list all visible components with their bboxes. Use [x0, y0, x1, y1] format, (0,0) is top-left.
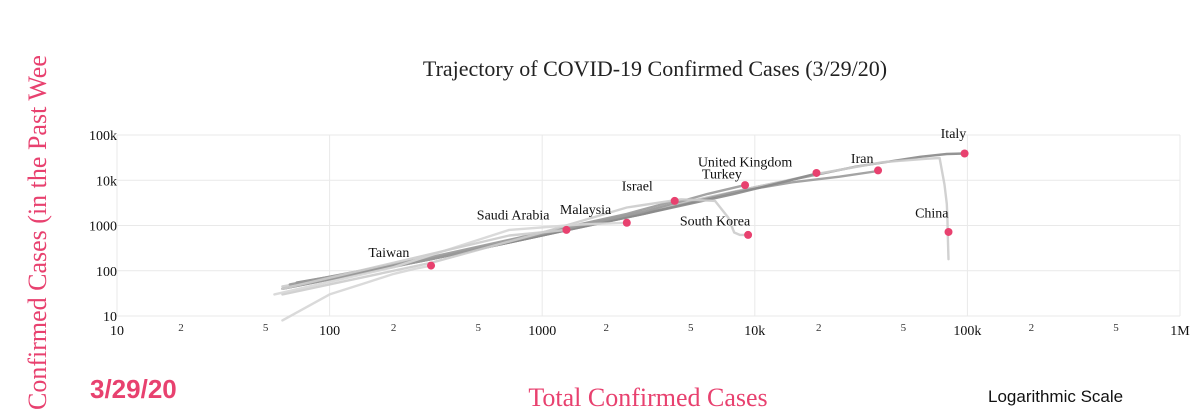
x-minor-tick-label: 2 — [391, 322, 397, 334]
x-tick-label: 10k — [744, 324, 765, 339]
x-tick-label: 100 — [319, 324, 340, 339]
current-point-taiwan[interactable] — [427, 261, 436, 270]
x-tick-label: 1M — [1170, 324, 1190, 339]
y-tick-label: 10k — [96, 174, 117, 189]
current-point-israel[interactable] — [670, 196, 679, 205]
x-minor-tick-label: 2 — [816, 322, 822, 334]
y-tick-label: 100k — [89, 129, 117, 144]
current-point-united-kingdom[interactable] — [812, 168, 821, 177]
x-minor-tick-label: 2 — [178, 322, 184, 334]
current-point-turkey[interactable] — [741, 181, 750, 190]
current-point-malaysia[interactable] — [622, 218, 631, 227]
country-label-taiwan: Taiwan — [368, 246, 409, 261]
current-point-italy[interactable] — [960, 149, 969, 158]
current-points — [427, 149, 969, 270]
x-axis-ticks: 10 100 1000 10k 100k 1M 2 5 2 5 2 5 2 5 2 5 — [110, 322, 1190, 339]
series-line-malaysia — [273, 221, 628, 296]
current-point-iran[interactable] — [874, 166, 883, 175]
x-minor-tick-label: 5 — [1113, 322, 1119, 334]
y-axis-ticks: 10 100 1000 10k 100k — [89, 129, 117, 325]
x-axis-label: Total Confirmed Cases — [528, 383, 767, 412]
x-tick-label: 100k — [953, 324, 981, 339]
series-line-taiwan — [281, 264, 433, 322]
x-minor-tick-label: 5 — [901, 322, 907, 334]
y-tick-label: 1000 — [89, 220, 117, 235]
country-label-turkey: Turkey — [702, 167, 742, 182]
country-label-italy: Italy — [941, 127, 967, 142]
current-point-saudi-arabia[interactable] — [562, 225, 571, 234]
country-label-malaysia: Malaysia — [560, 203, 612, 218]
x-minor-tick-label: 5 — [263, 322, 269, 334]
country-label-saudi-arabia: Saudi Arabia — [477, 209, 550, 224]
country-label-south-korea: South Korea — [680, 215, 751, 230]
x-minor-tick-label: 2 — [603, 322, 609, 334]
country-label-iran: Iran — [851, 152, 874, 167]
series-line-saudi-arabia — [281, 228, 568, 290]
series-line-south-korea — [281, 198, 750, 296]
country-label-israel: Israel — [622, 179, 653, 194]
x-minor-tick-label: 5 — [475, 322, 481, 334]
date-label: 3/29/20 — [90, 374, 177, 404]
y-tick-label: 100 — [96, 265, 117, 280]
country-label-united-kingdom: United Kingdom — [698, 156, 793, 171]
current-point-china[interactable] — [944, 227, 953, 236]
current-point-south-korea[interactable] — [744, 230, 753, 239]
country-label-china: China — [915, 207, 949, 222]
chart-title: Trajectory of COVID-19 Confirmed Cases (… — [423, 56, 887, 81]
x-tick-label: 10 — [110, 324, 124, 339]
y-axis-label: Confirmed Cases (in the Past Wee — [23, 55, 52, 410]
grid-lines — [116, 134, 1181, 317]
series-lines — [273, 152, 966, 322]
x-tick-label: 1000 — [528, 324, 556, 339]
x-minor-tick-label: 5 — [688, 322, 694, 334]
scale-note: Logarithmic Scale — [988, 387, 1123, 406]
y-tick-label: 10 — [103, 310, 117, 325]
x-minor-tick-label: 2 — [1029, 322, 1035, 334]
